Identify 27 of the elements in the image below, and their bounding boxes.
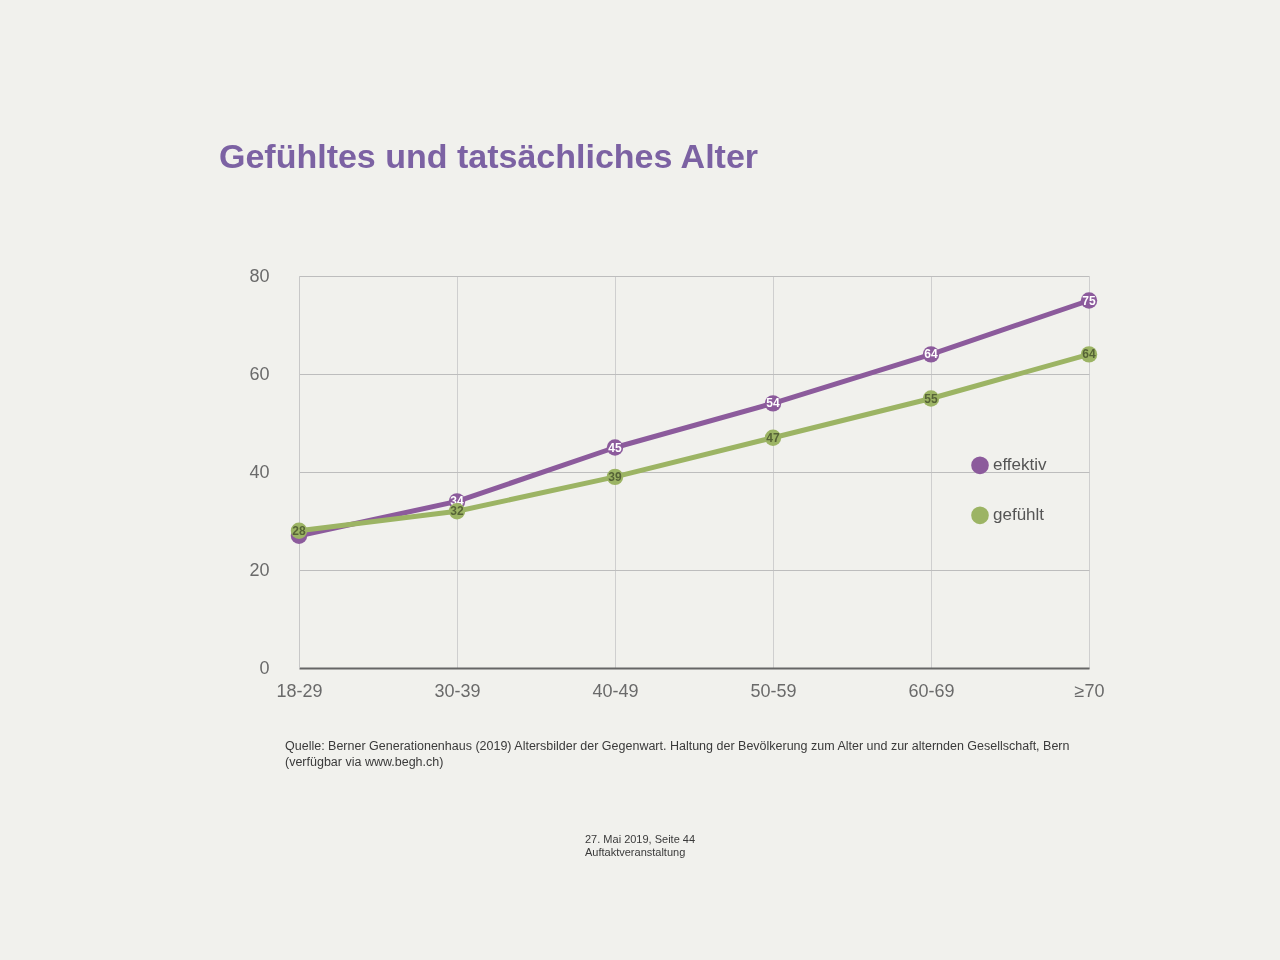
data-label: 32 bbox=[450, 504, 464, 519]
y-tick-label: 20 bbox=[249, 559, 270, 580]
data-label: 64 bbox=[924, 347, 938, 362]
legend-label: effektiv bbox=[993, 455, 1048, 475]
data-label: 47 bbox=[766, 430, 780, 445]
data-label: 28 bbox=[292, 523, 306, 538]
x-tick-label: 60-69 bbox=[908, 680, 955, 701]
text: 27. Mai 2019, Seite 44 bbox=[585, 832, 697, 847]
data-label: 55 bbox=[924, 391, 938, 406]
data-label: 64 bbox=[1082, 347, 1096, 362]
data-label: 54 bbox=[766, 396, 780, 411]
source-note: Quelle: Berner Generationenhaus (2019) Altersbilder der Gegenwart. Haltung der Bevölkerung zum Alter und zur alternden Gesellschaft, Bern (verfügbar via www.begh.ch) bbox=[285, 738, 1071, 771]
text: Auftaktveranstaltung bbox=[585, 846, 687, 860]
chart-title: Gefühltes und tatsächliches Alter bbox=[218, 137, 759, 175]
y-tick-label: 80 bbox=[249, 265, 270, 286]
data-label: 45 bbox=[608, 440, 622, 455]
x-tick-label: 40-49 bbox=[592, 680, 639, 701]
x-tick-label: 18-29 bbox=[276, 680, 323, 701]
y-tick-label: 0 bbox=[259, 657, 270, 678]
data-label: 75 bbox=[1082, 293, 1096, 308]
legend-label: gefühlt bbox=[993, 505, 1045, 525]
y-tick-label: 60 bbox=[249, 363, 270, 384]
data-label: 39 bbox=[608, 469, 622, 484]
x-tick-label: ≥70 bbox=[1074, 680, 1105, 701]
y-tick-label: 40 bbox=[249, 461, 270, 482]
x-tick-label: 50-59 bbox=[750, 680, 797, 701]
x-tick-label: 30-39 bbox=[434, 680, 481, 701]
